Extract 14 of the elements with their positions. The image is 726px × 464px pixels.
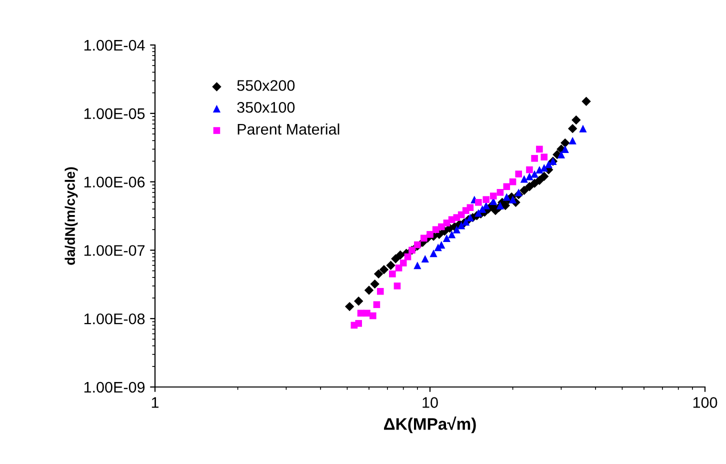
x-tick-label: 1 [152,397,159,408]
x-tick-label: 10 [422,397,438,408]
y-axis-title: da/dN(m/cycle) [64,167,78,265]
x-tick-label: 100 [693,397,718,408]
y-tick-label: 1.00E-04 [84,40,145,51]
y-tick-label: 1.00E-08 [84,313,145,324]
y-tick-label: 1.00E-06 [84,176,145,188]
legend-label: 350x100 [237,102,295,113]
y-tick-label: 1.00E-07 [84,245,145,256]
legend-label: 550x200 [237,80,295,91]
legend-label: Parent Material [238,123,340,135]
x-axis-title: ΔK(MPa√m) [384,416,476,434]
y-tick-label: 1.00E-05 [84,108,145,120]
y-tick-label: 1.00E-09 [84,382,145,393]
